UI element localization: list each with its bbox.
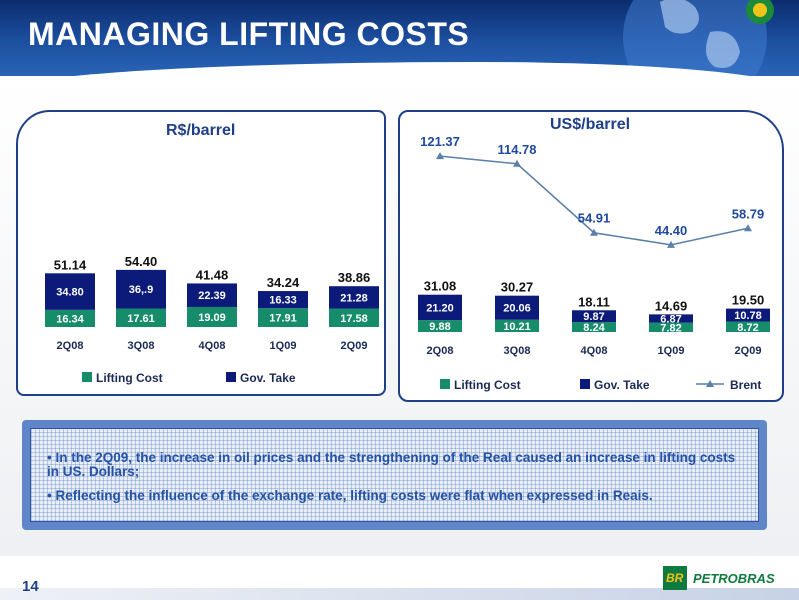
brent-point	[513, 159, 521, 167]
data-label: 6.87	[660, 313, 681, 325]
bar-lifting-cost	[116, 308, 166, 327]
x-tick-label: 3Q08	[128, 340, 155, 352]
bar-gov-take	[572, 310, 616, 323]
total-label: 51.14	[54, 257, 87, 272]
data-label: 10.21	[503, 321, 531, 333]
x-tick-label: 2Q08	[427, 345, 454, 357]
data-label: 21.20	[426, 302, 454, 314]
legend-swatch	[226, 372, 236, 382]
data-label: 20.06	[503, 303, 531, 315]
brent-label: 54.91	[578, 211, 611, 226]
bar-lifting-cost	[329, 308, 379, 327]
logo-mark-text: BR	[666, 571, 684, 585]
brent-point	[744, 224, 752, 232]
bar-gov-take	[418, 294, 462, 321]
data-label: 21.28	[340, 292, 368, 304]
data-label: 36,.9	[129, 284, 153, 296]
bar-gov-take	[495, 295, 539, 320]
notes-panel: • In the 2Q09, the increase in oil price…	[30, 428, 759, 522]
data-label: 9.88	[429, 321, 450, 333]
brent-point	[667, 240, 675, 248]
brent-label: 114.78	[497, 142, 536, 157]
chart-usd: 9.88 21.20 31.08 2Q08 10.21 20.06 30.27 3Q08 8.2…	[418, 134, 770, 392]
data-label: 9.87	[583, 311, 604, 323]
total-label: 41.48	[196, 267, 229, 282]
logo-mark: BR	[663, 566, 687, 590]
chart-brl: 16.34 34.80 51.14 2Q08 17.61 36,.9 54.40 3Q08 19…	[45, 254, 379, 385]
bar-gov-take	[116, 269, 166, 309]
bar-lifting-cost	[495, 319, 539, 332]
total-label: 18.11	[578, 294, 610, 309]
bar-gov-take	[258, 291, 308, 309]
legend-label: Gov. Take	[594, 378, 650, 392]
total-label: 30.27	[501, 280, 534, 295]
bar-lifting-cost	[45, 309, 95, 327]
data-label: 7.82	[660, 322, 681, 334]
notes-box: • In the 2Q09, the increase in oil price…	[22, 420, 767, 530]
bar-gov-take	[187, 283, 237, 307]
bar-lifting-cost	[418, 320, 462, 332]
bar-lifting-cost	[187, 306, 237, 327]
data-label: 22.39	[198, 290, 226, 302]
total-label: 38.86	[338, 270, 371, 285]
x-tick-label: 4Q08	[199, 340, 226, 352]
chart-title: US$/barrel	[550, 116, 631, 133]
data-label: 17.61	[127, 313, 155, 325]
bar-gov-take	[329, 286, 379, 309]
brent-label: 121.37	[420, 134, 460, 149]
legend-label: Gov. Take	[240, 371, 296, 385]
x-tick-label: 2Q09	[735, 345, 762, 357]
x-tick-label: 2Q09	[341, 340, 368, 352]
bar-lifting-cost	[726, 321, 770, 332]
petrobras-logo: BR PETROBRAS	[663, 566, 783, 590]
data-label: 19.09	[198, 312, 226, 324]
brent-label: 58.79	[732, 206, 765, 221]
legend-swatch	[82, 372, 92, 382]
note-text: • In the 2Q09, the increase in oil price…	[47, 450, 736, 479]
logo-text: PETROBRAS	[693, 571, 775, 586]
legend-swatch	[580, 379, 590, 389]
data-label: 17.58	[340, 313, 368, 325]
legend-marker	[706, 380, 714, 387]
legend-label: Lifting Cost	[454, 378, 521, 392]
data-label: 34.80	[56, 287, 84, 299]
total-label: 19.50	[732, 293, 765, 308]
bar-lifting-cost	[649, 322, 693, 332]
bar-gov-take	[726, 308, 770, 322]
legend-swatch	[440, 379, 450, 389]
data-label: 10.78	[734, 310, 762, 322]
legend-label: Lifting Cost	[96, 371, 163, 385]
total-label: 14.69	[655, 298, 688, 313]
brent-point	[590, 228, 598, 236]
bar-lifting-cost	[258, 308, 308, 327]
x-tick-label: 2Q08	[57, 340, 84, 352]
data-label: 8.24	[583, 322, 605, 334]
bar-gov-take	[649, 314, 693, 323]
x-tick-label: 4Q08	[581, 345, 608, 357]
note-text: • Reflecting the influence of the exchan…	[47, 488, 653, 503]
brent-label: 44.40	[655, 223, 688, 238]
bar-gov-take	[45, 273, 95, 310]
chart-panel-brl: R$/barrel 16.34 34.80 51.14 2Q08 17.61 36,.9 5…	[16, 110, 386, 396]
data-label: 16.33	[269, 295, 297, 307]
x-tick-label: 1Q09	[270, 340, 297, 352]
globe-icon	[623, 0, 774, 76]
data-label: 16.34	[56, 313, 84, 325]
x-tick-label: 1Q09	[658, 345, 685, 357]
chart-title: R$/barrel	[166, 122, 236, 139]
legend-label: Brent	[730, 378, 761, 392]
x-tick-label: 3Q08	[504, 345, 531, 357]
total-label: 54.40	[125, 254, 158, 269]
chart-panel-usd: US$/barrel 9.88 21.20 31.08 2Q08 10.21 20.06 3…	[398, 110, 784, 402]
page-number: 14	[22, 578, 39, 595]
data-label: 8.72	[737, 322, 758, 334]
total-label: 34.24	[267, 275, 300, 290]
slide-header: MANAGING LIFTING COSTS	[0, 0, 799, 76]
footer-bar	[0, 588, 799, 600]
total-label: 31.08	[424, 279, 457, 294]
bar-lifting-cost	[572, 322, 616, 332]
data-label: 17.91	[269, 313, 297, 325]
brent-point	[436, 152, 444, 160]
page-title: MANAGING LIFTING COSTS	[28, 16, 470, 52]
